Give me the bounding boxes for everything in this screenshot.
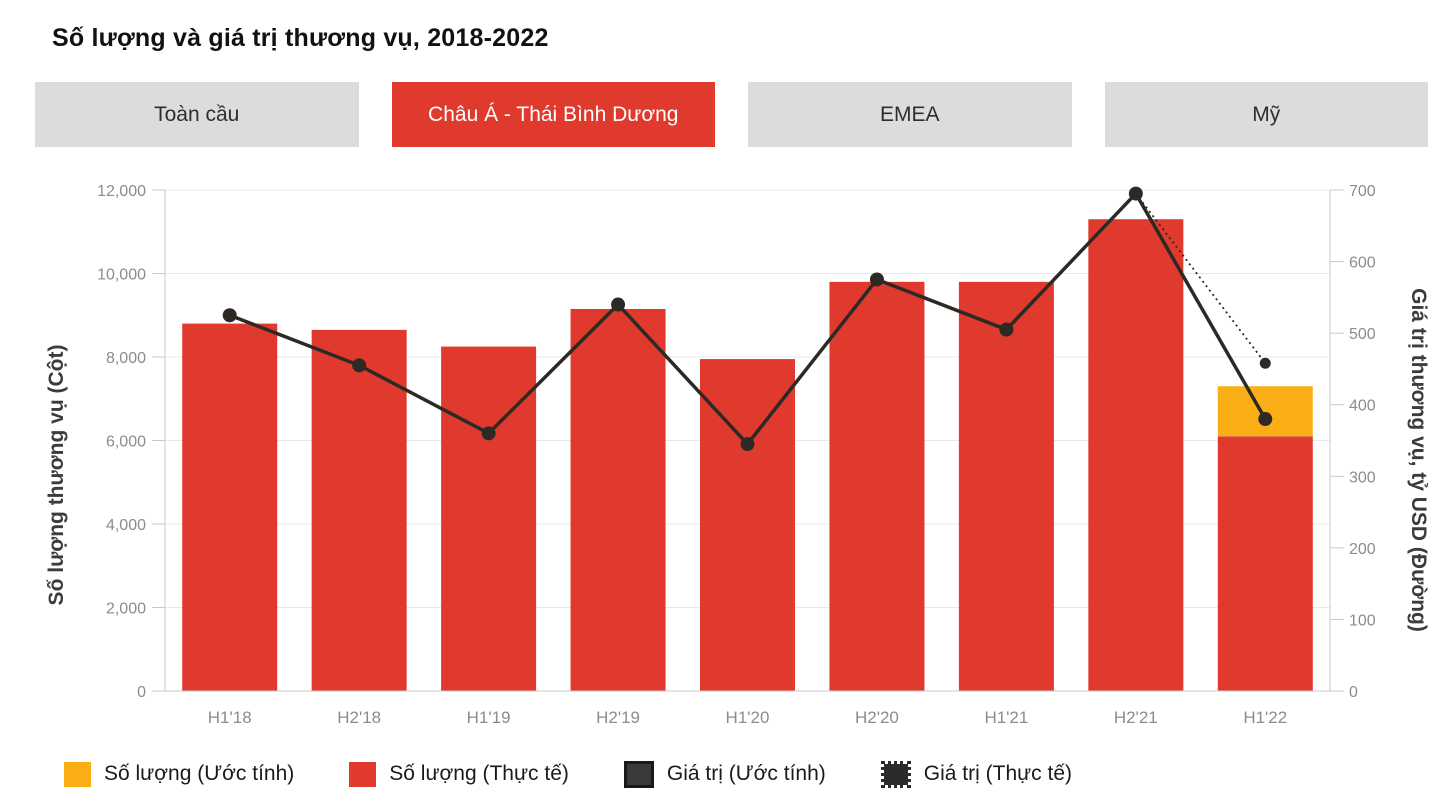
bar-actual-H1'18 <box>182 323 278 691</box>
left-tick-label: 10,000 <box>97 267 146 284</box>
x-tick-label: H1'21 <box>984 708 1028 727</box>
right-tick-label: 300 <box>1349 469 1376 486</box>
value-point-H1'20 <box>740 437 755 452</box>
legend-label: Giá trị (Thực tế) <box>923 762 1073 785</box>
dark-dotted-square-swatch <box>880 760 911 788</box>
left-tick-label: 6,000 <box>106 434 146 451</box>
tab-americas[interactable]: Mỹ <box>1104 82 1428 147</box>
left-axis-title: Số lượng thương vụ (Cột) <box>45 345 68 606</box>
legend-item-value-actual: Giá trị (Thực tế) <box>880 760 1073 788</box>
value-point-H1'21 <box>999 322 1014 337</box>
value-point-dotted-H1'22 <box>1259 357 1271 369</box>
x-tick-label: H1'19 <box>467 708 511 727</box>
region-tabs: Toàn cầu Châu Á - Thái Bình Dương EMEA M… <box>35 82 1428 147</box>
right-axis-title: Giá trị thương vụ, tỷ USD (Đường) <box>1407 288 1430 632</box>
legend-label: Số lượng (Thực tế) <box>389 762 569 785</box>
value-point-H1'18 <box>222 308 237 323</box>
left-tick-label: 12,000 <box>97 183 146 200</box>
right-tick-label: 600 <box>1349 255 1376 272</box>
bar-actual-H2'19 <box>570 308 666 691</box>
bar-actual-H1'20 <box>700 359 795 691</box>
left-tick-label: 4,000 <box>106 517 146 534</box>
left-tick-label: 2,000 <box>106 601 146 618</box>
legend-item-volume-actual: Số lượng (Thực tế) <box>349 761 569 787</box>
right-tick-label: 100 <box>1349 612 1376 629</box>
right-tick-label: 500 <box>1349 326 1376 343</box>
legend-item-value-estimate: Giá trị (Ước tính) <box>623 760 826 788</box>
value-point-H1'22 <box>1258 412 1273 427</box>
red-square-swatch <box>349 761 377 787</box>
x-tick-label: H1'18 <box>208 708 252 727</box>
tab-asia-pacific[interactable]: Châu Á - Thái Bình Dương <box>391 82 715 147</box>
x-tick-label: H1'22 <box>1243 708 1287 727</box>
value-point-H2'20 <box>869 272 884 287</box>
x-tick-label: H2'18 <box>337 708 381 727</box>
legend-item-volume-estimate: Số lượng (Ước tính) <box>64 761 295 787</box>
bar-actual-H2'21 <box>1088 219 1184 691</box>
value-line-dotted <box>1135 193 1266 364</box>
page-title: Số lượng và giá trị thương vụ, 2018-2022 <box>52 24 549 52</box>
bar-estimate-H1'22 <box>1217 386 1313 437</box>
value-point-H1'19 <box>481 426 496 441</box>
right-tick-label: 200 <box>1349 541 1376 558</box>
x-tick-label: H2'20 <box>855 708 899 727</box>
x-tick-label: H2'19 <box>596 708 640 727</box>
right-tick-label: 0 <box>1349 684 1358 701</box>
tab-emea[interactable]: EMEA <box>748 82 1072 147</box>
bar-actual-H1'21 <box>958 281 1054 691</box>
left-tick-label: 8,000 <box>106 350 146 367</box>
yellow-square-swatch <box>64 761 91 787</box>
bar-actual-H2'20 <box>829 281 925 691</box>
dark-solid-square-swatch <box>623 760 654 788</box>
right-tick-label: 700 <box>1349 183 1376 200</box>
left-tick-label: 0 <box>137 684 146 701</box>
tab-global[interactable]: Toàn cầu <box>35 82 359 147</box>
bar-actual-H2'18 <box>311 329 407 691</box>
legend-label: Số lượng (Ước tính) <box>104 762 295 785</box>
x-tick-label: H2'21 <box>1114 708 1158 727</box>
value-point-H2'21 <box>1128 186 1143 201</box>
chart-legend: Số lượng (Ước tính) Số lượng (Thực tế) G… <box>64 759 1072 789</box>
bar-actual-H1'22 <box>1217 436 1313 691</box>
value-point-H2'18 <box>352 358 367 373</box>
value-point-H2'19 <box>611 297 626 312</box>
right-tick-label: 400 <box>1349 398 1376 415</box>
legend-label: Giá trị (Ước tính) <box>666 762 826 785</box>
x-tick-label: H1'20 <box>726 708 770 727</box>
